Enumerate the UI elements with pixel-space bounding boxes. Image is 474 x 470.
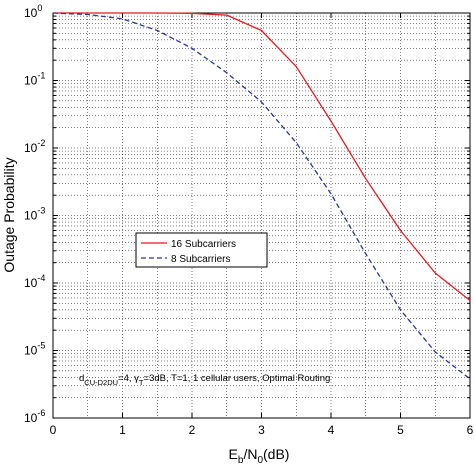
y-tick-label: 10-3: [24, 206, 45, 223]
x-tick-label: 2: [189, 423, 196, 437]
x-tick-label: 1: [119, 423, 126, 437]
y-tick-label: 10-5: [24, 341, 45, 358]
axis-ticks: [52, 13, 471, 418]
series-line-8-subcarriers: [52, 12, 471, 380]
grid-lines: [53, 13, 470, 418]
x-tick-label: 5: [397, 423, 404, 437]
y-tick-label: 10-6: [24, 408, 45, 425]
legend-label-16-subcarriers: 16 Subcarriers: [171, 239, 236, 250]
y-tick-label: 10-1: [24, 71, 45, 88]
legend-label-8-subcarriers: 8 Subcarriers: [171, 254, 230, 265]
legend: 16 Subcarriers 8 Subcarriers: [135, 232, 268, 268]
y-tick-label: 10-2: [24, 138, 45, 155]
x-axis-title: Eb/N0(dB): [229, 446, 290, 466]
series-lines: [52, 12, 471, 380]
chart-annotation: dCU-D2DU=4, γT=3dB, T=1, 1 cellular user…: [79, 373, 330, 387]
y-tick-labels: 100 10-1 10-2 10-3 10-4 10-5 10-6: [24, 3, 45, 425]
y-tick-label: 100: [24, 3, 42, 20]
x-tick-label: 4: [328, 423, 335, 437]
x-tick-label: 3: [258, 423, 265, 437]
x-tick-label: 0: [50, 423, 57, 437]
x-tick-label: 6: [467, 423, 474, 437]
x-tick-labels: 0 1 2 3 4 5 6: [50, 423, 474, 437]
series-line-16-subcarriers: [53, 12, 471, 302]
y-tick-label: 10-4: [24, 273, 45, 290]
legend-box: [135, 232, 268, 268]
y-axis-title: Outage Probability: [1, 157, 17, 272]
